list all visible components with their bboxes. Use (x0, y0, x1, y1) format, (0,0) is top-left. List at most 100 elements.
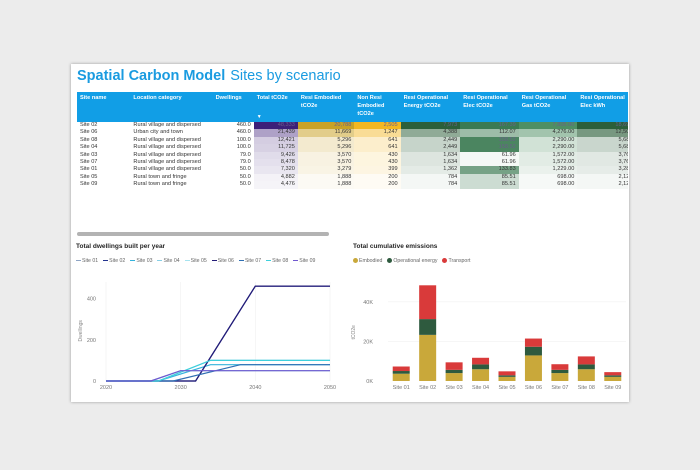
bar-segment-transport[interactable] (551, 364, 569, 370)
report-canvas: Spatial Carbon Model Sites by scenario Si… (71, 64, 629, 402)
column-header[interactable]: Resi Operational Energy tCO2e (400, 92, 461, 122)
table-cell: 7,973 (400, 122, 461, 130)
column-header[interactable]: Resi Operational Gas tCO2e (518, 92, 578, 122)
legend-item[interactable]: Site 05 (184, 258, 207, 264)
bar-segment-embodied[interactable] (472, 369, 490, 381)
bar-segment-transport[interactable] (392, 366, 410, 372)
x-tick-label: Site 02 (419, 385, 436, 391)
table-row[interactable]: Site 09 Rural town and fringe 50.0 4,476 1,8… (77, 181, 628, 189)
sort-descending-icon[interactable]: ▼ (256, 114, 262, 120)
table-row[interactable]: Site 07 Rural village and dispersed 79.0 8,… (77, 159, 628, 167)
table-cell: 61.96 (460, 151, 519, 160)
table-cell: 4,476 (253, 181, 298, 189)
table-cell: Site 09 (80, 181, 98, 188)
bar-segment-embodied[interactable] (498, 376, 516, 381)
table-cell: 430 (354, 159, 401, 167)
y-axis-label: Dwellings (78, 320, 84, 342)
table-cell: 698.00 (518, 173, 578, 182)
bar-segment-embodied[interactable] (604, 376, 622, 381)
legend-item[interactable]: Site 09 (293, 258, 315, 264)
bar-segment-operational-energy[interactable] (577, 364, 595, 370)
table-cell: Rural town and fringe (133, 181, 187, 188)
series-line-site-06[interactable] (106, 285, 330, 382)
page-subtitle: Sites by scenario (230, 68, 341, 84)
bar-segment-transport[interactable] (604, 372, 622, 376)
table-cell: 4,276.00 (518, 129, 578, 137)
bar-segment-operational-energy[interactable] (445, 369, 463, 374)
table-row[interactable]: Site 01 Rural village and dispersed 50.0 7,… (77, 166, 628, 174)
legend-label: Site 02 (109, 258, 126, 264)
table-cell: 100.0 (236, 144, 251, 151)
bar-segment-embodied[interactable] (577, 369, 595, 381)
legend-label: Transport (448, 258, 471, 264)
bar-segment-operational-energy[interactable] (551, 369, 569, 374)
column-header-label: Resi Operational Elec tCO2e (463, 95, 508, 109)
bar-segment-operational-energy[interactable] (472, 364, 490, 370)
legend-item[interactable]: Site 01 (76, 258, 98, 264)
column-header[interactable]: Site name (77, 92, 131, 122)
bar-segment-operational-energy[interactable] (604, 375, 622, 377)
series-line-site-01[interactable] (106, 370, 330, 382)
column-header[interactable]: Resi Embodied tCO2e (297, 92, 355, 122)
series-line-site-02[interactable] (106, 285, 330, 382)
bar-segment-transport[interactable] (419, 285, 437, 320)
column-header[interactable]: Total tCO2e ▼ (253, 92, 298, 122)
legend-item[interactable]: Site 08 (266, 258, 288, 264)
table-row[interactable]: Site 08 Rural village and dispersed 100.0 1… (77, 136, 628, 145)
bar-segment-embodied[interactable] (524, 355, 542, 381)
bar-segment-operational-energy[interactable] (419, 319, 437, 335)
table-row[interactable]: Site 05 Rural town and fringe 50.0 4,882 1,8… (77, 173, 628, 182)
table-cell: 698.00 (518, 181, 578, 189)
table-cell: 4,388 (400, 129, 461, 137)
bar-segment-transport[interactable] (577, 356, 595, 365)
legend-item[interactable]: Site 07 (238, 258, 261, 264)
legend-item[interactable]: Site 06 (211, 258, 234, 264)
table-cell: 460.0 (236, 122, 251, 128)
table-row[interactable]: Site 06 Urban city and town 460.0 21,439 11,… (77, 129, 628, 137)
table-cell: 1,572.00 (518, 159, 578, 167)
table-row[interactable]: Site 04 Rural village and dispersed 100.0 1… (77, 144, 628, 152)
column-header[interactable]: Resi Operational Elec kWh (577, 92, 628, 122)
line-chart-title: Total dwellings built per year (76, 243, 166, 250)
column-header[interactable]: Dwellings (212, 92, 254, 122)
bar-segment-transport[interactable] (524, 338, 542, 347)
series-line-site-07[interactable] (106, 364, 330, 382)
bar-segment-transport[interactable] (472, 357, 490, 365)
table-horizontal-scrollbar[interactable] (77, 232, 329, 236)
series-line-site-03[interactable] (106, 364, 330, 382)
legend-item[interactable]: Operational energy (387, 258, 437, 264)
bar-segment-operational-energy[interactable] (524, 346, 542, 356)
x-tick-label: Site 09 (604, 385, 621, 391)
series-line-site-09[interactable] (106, 370, 330, 382)
table-row[interactable]: Site 03 Rural village and dispersed 79.0 9,… (77, 151, 628, 160)
column-header[interactable]: Resi Operational Elec tCO2e (460, 92, 519, 122)
bar-segment-embodied[interactable] (419, 334, 437, 381)
legend-item[interactable]: Transport (442, 258, 471, 264)
legend-dot-icon (442, 258, 448, 264)
table-cell: 2,449 (400, 136, 461, 145)
legend-dot-icon (353, 258, 358, 264)
x-tick-label: Site 06 (525, 385, 542, 391)
table-row[interactable]: Site 02 Rural village and dispersed 460.0 4… (77, 122, 628, 130)
column-header[interactable]: Location category (130, 92, 213, 122)
x-tick-label: 2030 (175, 385, 187, 391)
legend-item[interactable]: Site 03 (130, 258, 152, 264)
table-cell: Site 05 (80, 173, 98, 180)
series-line-site-05[interactable] (106, 370, 330, 382)
bar-segment-transport[interactable] (445, 362, 463, 370)
x-tick-label: 2020 (100, 385, 112, 391)
legend-item[interactable]: Site 04 (157, 258, 180, 264)
legend-line-icon (238, 260, 244, 262)
bar-segment-embodied[interactable] (445, 373, 463, 381)
legend-item[interactable]: Embodied (353, 258, 382, 264)
table-cell: 9,426 (253, 151, 298, 160)
table-cell: 2,505 (354, 122, 401, 130)
column-header[interactable]: Non Resi Embodied tCO2e (354, 92, 401, 122)
bar-segment-operational-energy[interactable] (392, 371, 410, 374)
legend-label: Site 03 (136, 258, 153, 264)
bar-segment-operational-energy[interactable] (498, 375, 516, 377)
bar-segment-embodied[interactable] (551, 373, 569, 381)
bar-segment-embodied[interactable] (392, 373, 410, 381)
bar-segment-transport[interactable] (498, 371, 516, 376)
legend-item[interactable]: Site 02 (103, 258, 125, 264)
